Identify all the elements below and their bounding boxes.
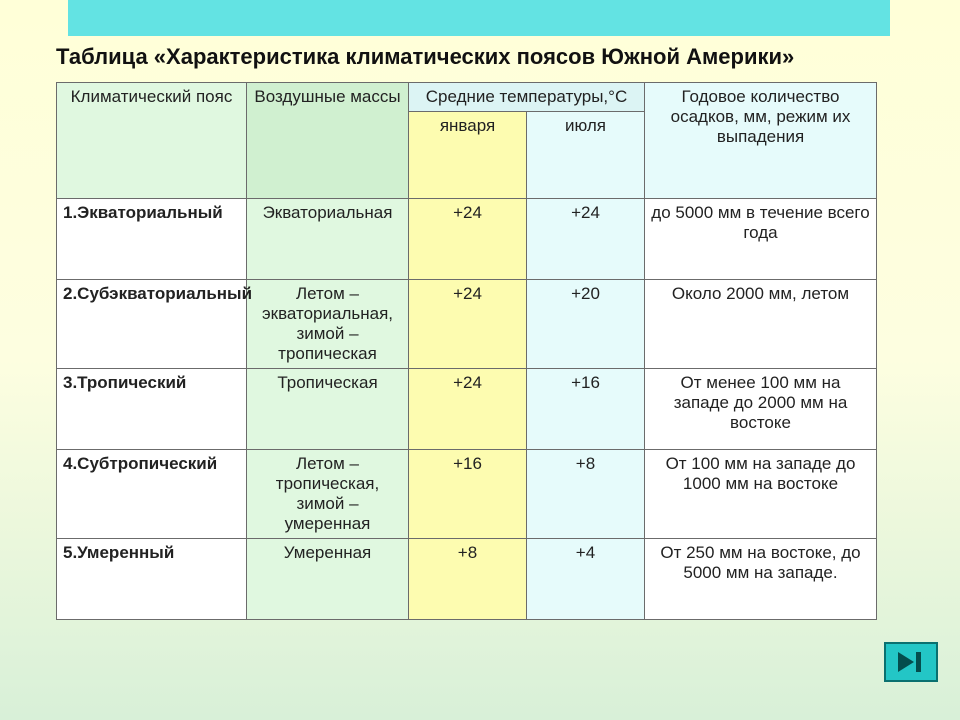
cell-air: Экваториальная: [247, 199, 409, 280]
climate-table: Климатический пояс Воздушные массы Средн…: [56, 82, 876, 620]
table-row: 2.Субэкваториальный Летом – экваториальн…: [57, 280, 877, 369]
cell-precip: От 250 мм на востоке, до 5000 мм на запа…: [645, 539, 877, 620]
cell-precip: От 100 мм на западе до 1000 мм на восток…: [645, 450, 877, 539]
cell-jul: +4: [527, 539, 645, 620]
cell-precip: Около 2000 мм, летом: [645, 280, 877, 369]
cell-air: Летом – тропическая, зимой – умеренная: [247, 450, 409, 539]
next-slide-button[interactable]: [884, 642, 938, 682]
cell-precip: От менее 100 мм на западе до 2000 мм на …: [645, 369, 877, 450]
cell-jan: +24: [409, 199, 527, 280]
table-row: 1.Экваториальный Экваториальная +24 +24 …: [57, 199, 877, 280]
top-banner: [68, 0, 890, 36]
cell-jul: +16: [527, 369, 645, 450]
play-forward-icon: [896, 650, 926, 674]
cell-jul: +20: [527, 280, 645, 369]
cell-jan: +24: [409, 369, 527, 450]
cell-belt: 4.Субтропический: [57, 450, 247, 539]
cell-precip: до 5000 мм в течение всего года: [645, 199, 877, 280]
cell-jan: +16: [409, 450, 527, 539]
cell-jul: +8: [527, 450, 645, 539]
cell-jul: +24: [527, 199, 645, 280]
col-header-jan: января: [409, 112, 527, 199]
cell-air: Летом – экваториальная, зимой – тропичес…: [247, 280, 409, 369]
table-row: 5.Умеренный Умеренная +8 +4 От 250 мм на…: [57, 539, 877, 620]
col-header-temp: Средние температуры,°С: [409, 83, 645, 112]
cell-air: Умеренная: [247, 539, 409, 620]
col-header-jul: июля: [527, 112, 645, 199]
cell-belt: 1.Экваториальный: [57, 199, 247, 280]
cell-jan: +24: [409, 280, 527, 369]
col-header-air: Воздушные массы: [247, 83, 409, 199]
page-title: Таблица «Характеристика климатических по…: [56, 44, 906, 70]
col-header-precip: Годовое количество осадков, мм, режим их…: [645, 83, 877, 199]
cell-belt: 2.Субэкваториальный: [57, 280, 247, 369]
col-header-belt: Климатический пояс: [57, 83, 247, 199]
cell-air: Тропическая: [247, 369, 409, 450]
cell-jan: +8: [409, 539, 527, 620]
table-row: 4.Субтропический Летом – тропическая, зи…: [57, 450, 877, 539]
cell-belt: 5.Умеренный: [57, 539, 247, 620]
table-row: 3.Тропический Тропическая +24 +16 От мен…: [57, 369, 877, 450]
table-body: 1.Экваториальный Экваториальная +24 +24 …: [57, 199, 877, 620]
cell-belt: 3.Тропический: [57, 369, 247, 450]
